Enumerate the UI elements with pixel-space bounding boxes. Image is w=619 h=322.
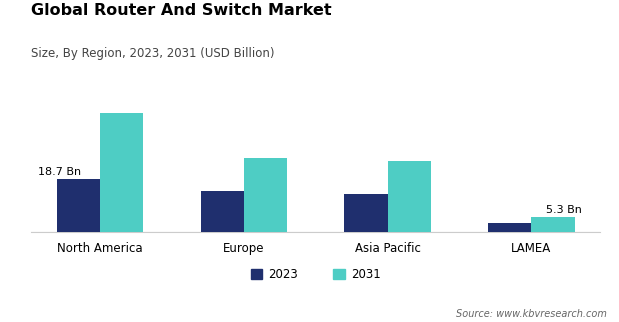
Bar [244,158,287,232]
Text: 5.3 Bn: 5.3 Bn [546,204,582,214]
Bar [387,161,431,232]
Bar [531,217,574,232]
Bar [100,113,143,232]
Text: Size, By Region, 2023, 2031 (USD Billion): Size, By Region, 2023, 2031 (USD Billion… [31,47,274,60]
Bar [57,179,100,232]
Text: 18.7 Bn: 18.7 Bn [38,166,81,176]
Text: Source: www.kbvresearch.com: Source: www.kbvresearch.com [456,309,607,319]
Bar [201,191,244,232]
Text: Global Router And Switch Market: Global Router And Switch Market [31,3,332,18]
Bar [344,194,387,232]
Bar [488,223,531,232]
Legend: 2023, 2031: 2023, 2031 [246,263,386,285]
